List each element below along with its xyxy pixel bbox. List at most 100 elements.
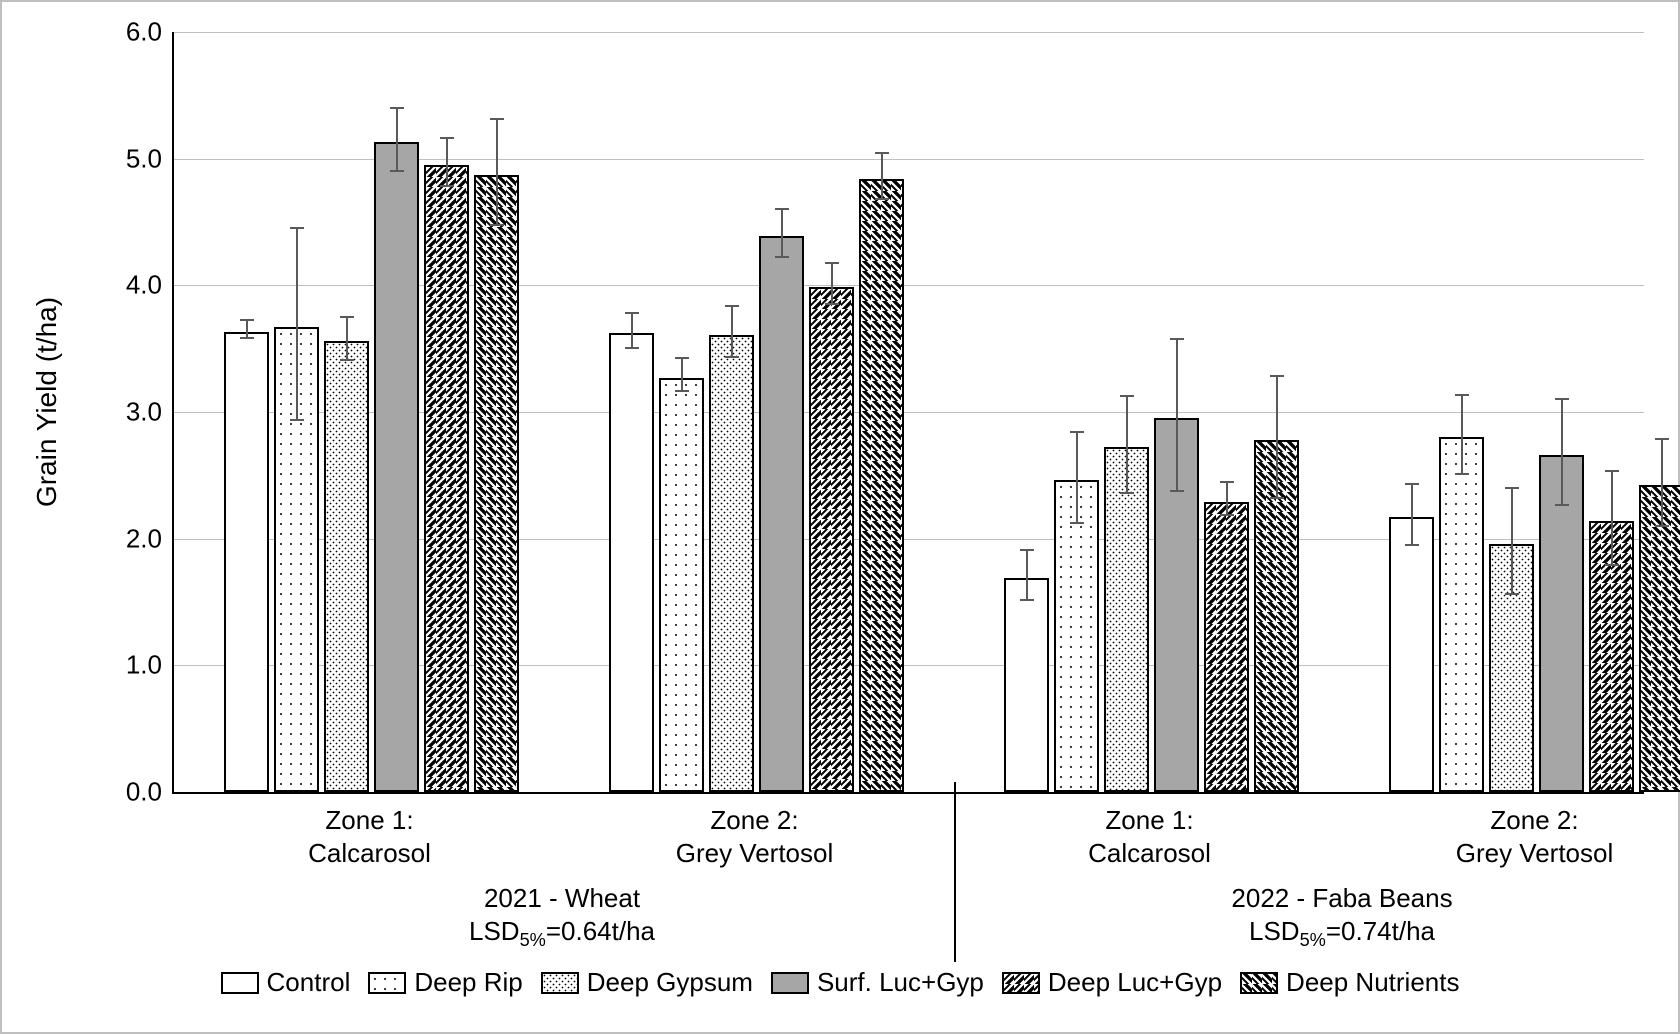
error-bar [346,318,348,361]
error-cap [1455,394,1469,396]
bar-deep_gypsum [1489,544,1534,792]
bar-deep_nutrients [474,175,519,792]
x-group-label: Zone 1:Calcarosol [1000,804,1300,869]
error-cap [1505,593,1519,595]
error-cap [1070,522,1084,524]
plot-area: 0.01.02.03.04.05.06.0 [172,32,1644,794]
error-cap [1120,395,1134,397]
error-cap [290,419,304,421]
bar-deep_nutrients [1254,440,1299,792]
error-cap [775,208,789,210]
error-cap [1020,549,1034,551]
bar-deep_rip [274,327,319,792]
y-tick-label: 5.0 [126,143,174,174]
error-cap [675,357,689,359]
error-cap [725,305,739,307]
legend: ControlDeep RipDeep GypsumSurf. Luc+GypD… [2,967,1678,998]
error-bar [1561,400,1563,506]
legend-swatch [771,972,809,994]
error-cap [440,137,454,139]
error-cap [390,170,404,172]
legend-item-deep_rip: Deep Rip [368,967,522,998]
error-cap [1020,599,1034,601]
error-cap [1170,490,1184,492]
y-axis-label: Grain Yield (t/ha) [31,297,63,507]
legend-label: Deep Rip [414,967,522,998]
bar-deep_gypsum [1104,447,1149,792]
error-cap [390,107,404,109]
error-bar [1511,489,1513,595]
bar-surf_luc_gyp [759,236,804,792]
x-group-label-line: Calcarosol [1000,837,1300,870]
error-bar [496,120,498,226]
supergroup-lsd: LSD5%=0.64t/ha [312,915,812,952]
error-cap [1605,564,1619,566]
error-cap [825,303,839,305]
error-bar [1461,396,1463,475]
error-bar [396,109,398,172]
supergroup-title: 2022 - Faba Beans [1092,882,1592,915]
error-cap [725,356,739,358]
error-bar [1076,433,1078,524]
bar-deep_rip [1439,437,1484,792]
error-cap [1120,492,1134,494]
bar-control [1004,578,1049,792]
error-cap [490,118,504,120]
bar-deep_rip [659,378,704,792]
x-group-label-line: Grey Vertosol [1385,837,1680,870]
legend-swatch [1002,972,1040,994]
error-bar [681,359,683,392]
error-cap [340,316,354,318]
legend-label: Surf. Luc+Gyp [817,967,984,998]
legend-swatch [541,972,579,994]
bar-control [224,332,269,792]
error-bar [881,154,883,200]
error-bar [1411,485,1413,546]
x-group-label-line: Zone 2: [605,804,905,837]
x-group-label-line: Zone 2: [1385,804,1680,837]
error-cap [775,256,789,258]
bar-deep_rip [1054,480,1099,792]
x-group-label-line: Zone 1: [1000,804,1300,837]
bar-control [1389,517,1434,792]
error-cap [875,152,889,154]
error-bar [781,210,783,258]
supergroup-lsd: LSD5%=0.74t/ha [1092,915,1592,952]
x-group-label: Zone 1:Calcarosol [220,804,520,869]
error-cap [1405,483,1419,485]
error-cap [290,227,304,229]
error-bar [1226,483,1228,516]
bar-surf_luc_gyp [1539,455,1584,792]
error-cap [1505,487,1519,489]
x-group-label-line: Grey Vertosol [605,837,905,870]
legend-item-surf_luc_gyp: Surf. Luc+Gyp [771,967,984,998]
error-cap [1555,398,1569,400]
error-cap [625,347,639,349]
y-tick-label: 2.0 [126,523,174,554]
error-cap [240,319,254,321]
y-tick-label: 3.0 [126,397,174,428]
error-cap [1270,375,1284,377]
error-cap [825,262,839,264]
error-bar [831,264,833,305]
bar-deep_luc_gyp [1204,502,1249,792]
error-bar [1126,397,1128,493]
legend-label: Deep Luc+Gyp [1048,967,1222,998]
error-bar [296,229,298,422]
legend-swatch [1240,972,1278,994]
error-bar [1276,377,1278,499]
error-cap [1170,338,1184,340]
error-bar [1611,472,1613,566]
error-cap [1455,473,1469,475]
error-bar [1661,440,1663,526]
x-group-label: Zone 2:Grey Vertosol [1385,804,1680,869]
supergroup-title: 2021 - Wheat [312,882,812,915]
bar-deep_nutrients [859,179,904,792]
bar-surf_luc_gyp [1154,418,1199,792]
x-supergroup-label: 2022 - Faba BeansLSD5%=0.74t/ha [1092,882,1592,951]
bar-deep_nutrients [1639,485,1680,792]
error-bar [1176,340,1178,492]
legend-swatch [221,972,259,994]
error-cap [1220,481,1234,483]
error-cap [240,337,254,339]
